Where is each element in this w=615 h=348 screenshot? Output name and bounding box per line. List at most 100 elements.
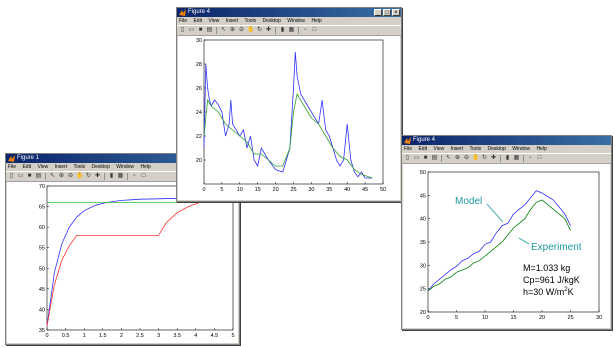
- save-icon[interactable]: ■: [423, 155, 428, 161]
- matlab-app-icon: [8, 155, 15, 162]
- menu-file[interactable]: File: [404, 146, 413, 152]
- save-icon[interactable]: ■: [198, 27, 203, 33]
- open-folder-icon[interactable]: ▭: [188, 27, 195, 33]
- pan-icon[interactable]: ✋: [247, 27, 255, 33]
- zoom-out-icon[interactable]: ⊖: [463, 155, 470, 161]
- show-plot-icon[interactable]: □: [312, 27, 317, 33]
- zoom-in-icon[interactable]: ⊕: [58, 173, 65, 179]
- series-line-1: [427, 199, 571, 292]
- y-tick-label: 22: [196, 134, 202, 140]
- show-plot-icon[interactable]: □: [537, 155, 542, 161]
- y-tick-label: 50: [420, 170, 426, 176]
- x-tick-label: 3.5: [173, 333, 181, 339]
- print-icon[interactable]: ▤: [35, 173, 42, 179]
- legend-icon[interactable]: ▦: [288, 27, 295, 33]
- colorbar-icon[interactable]: ▮: [505, 155, 510, 161]
- title-bar[interactable]: Figure 4 _ □ ×: [177, 8, 401, 17]
- hide-plot-icon[interactable]: ▫: [304, 27, 307, 33]
- minimize-button[interactable]: _: [374, 9, 382, 16]
- hide-plot-icon[interactable]: ▫: [529, 155, 532, 161]
- y-tick-label: 30: [420, 263, 426, 269]
- menu-desktop[interactable]: Desktop: [487, 146, 506, 152]
- h-annotation-exponent: 2: [564, 287, 568, 293]
- menu-edit[interactable]: Edit: [418, 146, 428, 152]
- menu-help[interactable]: Help: [311, 18, 322, 24]
- menu-file[interactable]: File: [8, 164, 17, 170]
- open-folder-icon[interactable]: ▭: [413, 155, 420, 161]
- y-tick-label: 30: [196, 38, 202, 44]
- show-plot-icon[interactable]: □: [141, 173, 146, 179]
- data-cursor-icon[interactable]: ✚: [94, 173, 101, 179]
- menu-insert[interactable]: Insert: [225, 18, 239, 24]
- menu-window[interactable]: Window: [512, 146, 531, 152]
- menu-view[interactable]: View: [37, 164, 49, 170]
- menu-file[interactable]: File: [179, 18, 188, 24]
- x-tick-label: 2.5: [136, 333, 144, 339]
- arrow-icon[interactable]: ↖: [220, 27, 227, 33]
- menu-bar: File Edit View Insert Tools Desktop Wind…: [402, 145, 611, 153]
- hide-plot-icon[interactable]: ▫: [133, 173, 136, 179]
- pan-icon[interactable]: ✋: [76, 173, 84, 179]
- x-tick-label: 30: [308, 187, 314, 193]
- legend-icon[interactable]: ▦: [117, 173, 124, 179]
- toolbar-separator: [275, 27, 276, 34]
- zoom-in-icon[interactable]: ⊕: [229, 27, 236, 33]
- menu-edit[interactable]: Edit: [22, 164, 32, 170]
- figure-window-2[interactable]: Figure 4 _ □ × File Edit View Insert Too…: [176, 7, 402, 202]
- title-bar[interactable]: Figure 4: [402, 136, 611, 145]
- menu-view[interactable]: View: [208, 18, 220, 24]
- legend-icon[interactable]: ▦: [513, 155, 520, 161]
- y-tick-label: 50: [39, 266, 45, 272]
- close-button[interactable]: ×: [392, 9, 400, 16]
- model-arrow: [486, 203, 504, 223]
- menu-insert[interactable]: Insert: [450, 146, 464, 152]
- zoom-out-icon[interactable]: ⊖: [238, 27, 245, 33]
- figure-4-plot[interactable]: 0 5 10 15 20 25 30 35 40 45 50 20 22 24 26 28 30: [178, 36, 400, 200]
- menu-tools[interactable]: Tools: [244, 18, 257, 24]
- pan-icon[interactable]: ✋: [472, 155, 480, 161]
- menu-tools[interactable]: Tools: [73, 164, 86, 170]
- menu-help[interactable]: Help: [140, 164, 151, 170]
- menu-help[interactable]: Help: [536, 146, 547, 152]
- new-file-icon[interactable]: ▯: [405, 155, 410, 161]
- arrow-icon[interactable]: ↖: [445, 155, 452, 161]
- data-cursor-icon[interactable]: ✚: [490, 155, 497, 161]
- menu-desktop[interactable]: Desktop: [262, 18, 281, 24]
- maximize-button[interactable]: □: [383, 9, 391, 16]
- toolbar: ▯ ▭ ■ ▤ ↖ ⊕ ⊖ ✋ ↻ ✚ ▮ ▦ ▫ □: [402, 153, 611, 164]
- print-icon[interactable]: ▤: [206, 27, 213, 33]
- menu-window[interactable]: Window: [287, 18, 306, 24]
- y-tick-label: 35: [39, 328, 45, 334]
- menu-desktop[interactable]: Desktop: [91, 164, 110, 170]
- toolbar-separator: [500, 155, 501, 162]
- open-folder-icon[interactable]: ▭: [17, 173, 24, 179]
- window-title: Figure 4: [413, 137, 436, 143]
- y-tick-label: 40: [39, 307, 45, 313]
- colorbar-icon[interactable]: ▮: [109, 173, 114, 179]
- x-tick-label: 2: [120, 333, 123, 339]
- menu-tools[interactable]: Tools: [469, 146, 482, 152]
- arrow-icon[interactable]: ↖: [49, 173, 56, 179]
- new-file-icon[interactable]: ▯: [180, 27, 185, 33]
- menu-view[interactable]: View: [433, 146, 445, 152]
- zoom-out-icon[interactable]: ⊖: [67, 173, 74, 179]
- figure-4-model-plot[interactable]: 0 5 10 15 20 25 30 20 25 30 35 40 45 50 Model Experimen…: [403, 164, 610, 328]
- x-tick-label: 20: [539, 315, 545, 321]
- save-icon[interactable]: ■: [27, 173, 32, 179]
- menu-insert[interactable]: Insert: [54, 164, 68, 170]
- menu-edit[interactable]: Edit: [193, 18, 203, 24]
- print-icon[interactable]: ▤: [431, 155, 438, 161]
- experiment-arrow: [518, 237, 530, 245]
- rotate-icon[interactable]: ↻: [256, 27, 263, 33]
- menu-bar: File Edit View Insert Tools Desktop Wind…: [177, 17, 401, 25]
- new-file-icon[interactable]: ▯: [9, 173, 14, 179]
- rotate-icon[interactable]: ↻: [481, 155, 488, 161]
- colorbar-icon[interactable]: ▮: [280, 27, 285, 33]
- zoom-in-icon[interactable]: ⊕: [454, 155, 461, 161]
- menu-window[interactable]: Window: [116, 164, 135, 170]
- data-cursor-icon[interactable]: ✚: [265, 27, 272, 33]
- figure-window-3[interactable]: Figure 4 File Edit View Insert Tools Des…: [401, 135, 612, 330]
- y-tick-label: 55: [39, 246, 45, 252]
- rotate-icon[interactable]: ↻: [85, 173, 92, 179]
